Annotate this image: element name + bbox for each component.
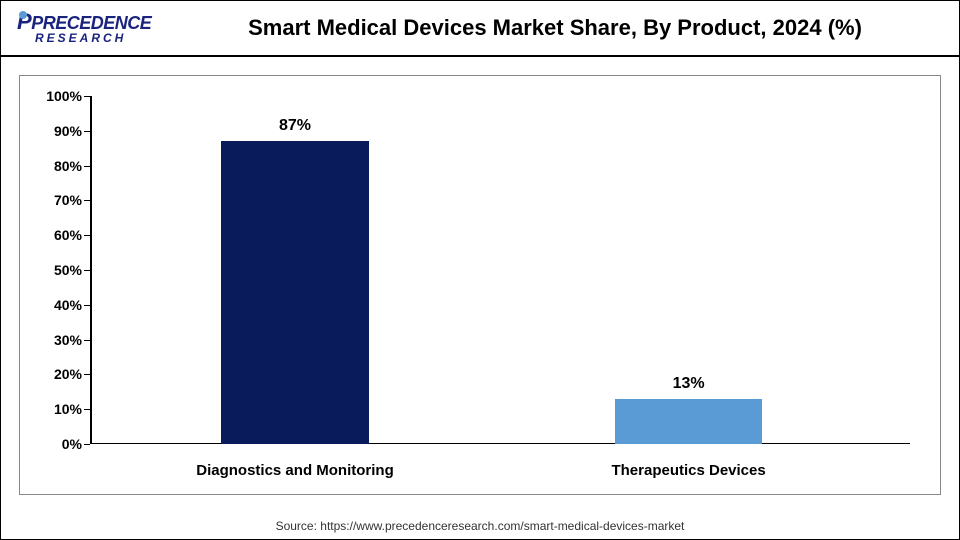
y-tick: 10% [54,401,82,417]
y-tick: 60% [54,227,82,243]
chart-container: 0% 10% 20% 30% 40% 50% 60% 70% 80% 90% 100% 87% 13%… [19,75,941,495]
bar-value-label: 13% [615,375,763,393]
x-category-label: Diagnostics and Monitoring [175,462,415,479]
y-tick: 80% [54,158,82,174]
y-tick: 70% [54,192,82,208]
plot-area: 87% 13% [90,96,910,444]
source-text: Source: https://www.precedenceresearch.c… [1,519,959,533]
y-tick: 100% [46,88,82,104]
x-category-label: Therapeutics Devices [569,462,809,479]
chart-title: Smart Medical Devices Market Share, By P… [167,15,943,41]
y-tick: 30% [54,332,82,348]
header: PPRECEDENCE RESEARCH Smart Medical Devic… [1,1,959,57]
y-tick: 20% [54,366,82,382]
bar: 13% [615,399,763,444]
logo-top-text: PRECEDENCE [31,13,151,33]
bar-value-label: 87% [221,117,369,135]
y-tick: 0% [62,436,82,452]
brand-logo: PPRECEDENCE RESEARCH [17,9,167,47]
y-axis: 0%10%20%30%40%50%60%70%80%90%100% [20,96,90,444]
bar: 87% [221,141,369,444]
y-tick: 50% [54,262,82,278]
y-tick: 90% [54,123,82,139]
y-tick: 40% [54,297,82,313]
